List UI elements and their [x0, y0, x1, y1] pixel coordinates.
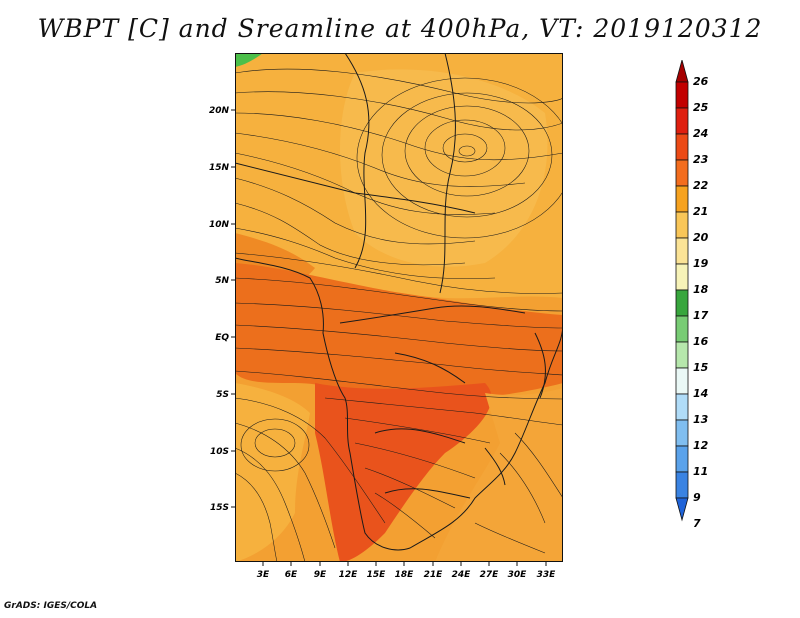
colorbar-label: 26 [693, 75, 709, 88]
wbpt-region-south-core [315, 383, 492, 562]
colorbar-segment [675, 133, 689, 161]
colorbar-label: 9 [693, 491, 701, 504]
colorbar-label: 11 [693, 465, 708, 478]
lon-label: 15E [367, 570, 387, 580]
coastlines [235, 53, 563, 551]
colorbar-segment [675, 445, 689, 473]
lon-label: 3E [257, 570, 270, 580]
lon-label: 21E [424, 570, 444, 580]
colorbar-label: 23 [693, 153, 709, 166]
map-title: WBPT [C] and Sreamline at 400hPa, VT: 20… [37, 14, 763, 43]
lon-label: 27E [480, 570, 500, 580]
colorbar-label: 12 [693, 439, 709, 452]
wbpt-region-green [235, 53, 263, 67]
colorbar-label: 17 [693, 309, 709, 322]
colorbar-segment [675, 419, 689, 447]
lon-label: 9E [314, 570, 327, 580]
colorbar-segment [675, 185, 689, 213]
latitude-axis: 20N 15N 10N 5N EQ 5S 10S 15S [209, 106, 235, 513]
colorbar-segments [675, 60, 689, 522]
colorbar-label: 7 [693, 517, 701, 530]
lat-label: 15S [210, 503, 229, 513]
lat-label: EQ [215, 333, 229, 343]
colorbar-label: 24 [693, 127, 708, 140]
colorbar-label: 14 [693, 387, 708, 400]
colorbar-label: 20 [693, 231, 709, 244]
colorbar-segment [675, 341, 689, 369]
colorbar-labels: 26 25 24 23 22 21 20 19 18 17 16 15 14 13 12 11 9 7 [693, 75, 709, 530]
colorbar-segment [675, 237, 689, 265]
colorbar-label: 18 [693, 283, 709, 296]
colorbar-segment [675, 393, 689, 421]
longitude-axis: 3E 6E 9E 12E 15E 18E 21E 24E 27E 30E 33E [257, 562, 557, 580]
colorbar-segment [675, 159, 689, 187]
lon-label: 6E [285, 570, 298, 580]
lat-ticks [231, 109, 235, 508]
colorbar-segment [675, 263, 689, 291]
wbpt-region-north-light [340, 69, 548, 267]
colorbar-segment [675, 315, 689, 343]
colorbar-label: 19 [693, 257, 709, 270]
colorbar-label: 16 [693, 335, 709, 348]
colorbar-segment [675, 107, 689, 135]
colorbar-label: 15 [693, 361, 709, 374]
colorbar-label: 25 [693, 101, 709, 114]
colorbar-label: 13 [693, 413, 709, 426]
lon-label: 24E [452, 570, 472, 580]
lat-label: 10S [210, 447, 229, 457]
wbpt-region-equator [235, 263, 563, 403]
lon-label: 18E [395, 570, 415, 580]
colorbar-top-arrow [675, 60, 689, 83]
lat-label: 20N [209, 106, 230, 116]
wbpt-region-southwest [235, 383, 310, 562]
lat-label: 15N [209, 163, 230, 173]
colorbar-segment [675, 367, 689, 395]
lon-label: 12E [339, 570, 359, 580]
colorbar-label: 21 [693, 205, 708, 218]
grads-credit: GrADS: IGES/COLA [4, 601, 98, 611]
colorbar-label: 22 [693, 179, 709, 192]
lon-label: 30E [508, 570, 528, 580]
lat-label: 5S [216, 390, 229, 400]
streamlines [235, 68, 563, 562]
map-frame [235, 53, 563, 562]
lat-label: 5N [215, 276, 229, 286]
colorbar-segment [675, 81, 689, 109]
colorbar-segment [675, 471, 689, 499]
colorbar-segment [675, 211, 689, 239]
map-panel [235, 53, 563, 562]
colorbar: 26 25 24 23 22 21 20 19 18 17 16 15 14 13 12 11 9 7 [675, 60, 709, 530]
colorbar-segment [675, 289, 689, 317]
lat-label: 10N [209, 220, 230, 230]
lon-ticks [262, 562, 547, 566]
lon-label: 33E [537, 570, 557, 580]
colorbar-bottom-arrow [675, 497, 689, 522]
